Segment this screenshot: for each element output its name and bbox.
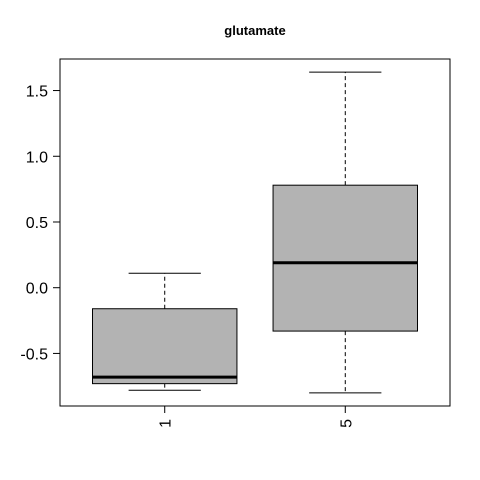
y-tick-label: -0.5: [20, 346, 48, 363]
y-axis: -0.5 0.0 0.5 1.0 1.5: [20, 84, 60, 364]
box-group-1: [93, 273, 237, 390]
y-tick-label: 1.0: [26, 149, 48, 166]
box-iqr: [93, 309, 237, 384]
y-tick-label: 0.5: [26, 215, 48, 232]
x-tick-label: 5: [338, 419, 355, 428]
boxes-layer: [93, 72, 418, 393]
chart-title: glutamate: [224, 23, 285, 38]
x-tick-label: 1: [158, 419, 175, 428]
box-group-5: [273, 72, 417, 393]
box-iqr: [273, 185, 417, 331]
y-tick-label: 1.5: [26, 84, 48, 101]
y-tick-label: 0.0: [26, 281, 48, 298]
